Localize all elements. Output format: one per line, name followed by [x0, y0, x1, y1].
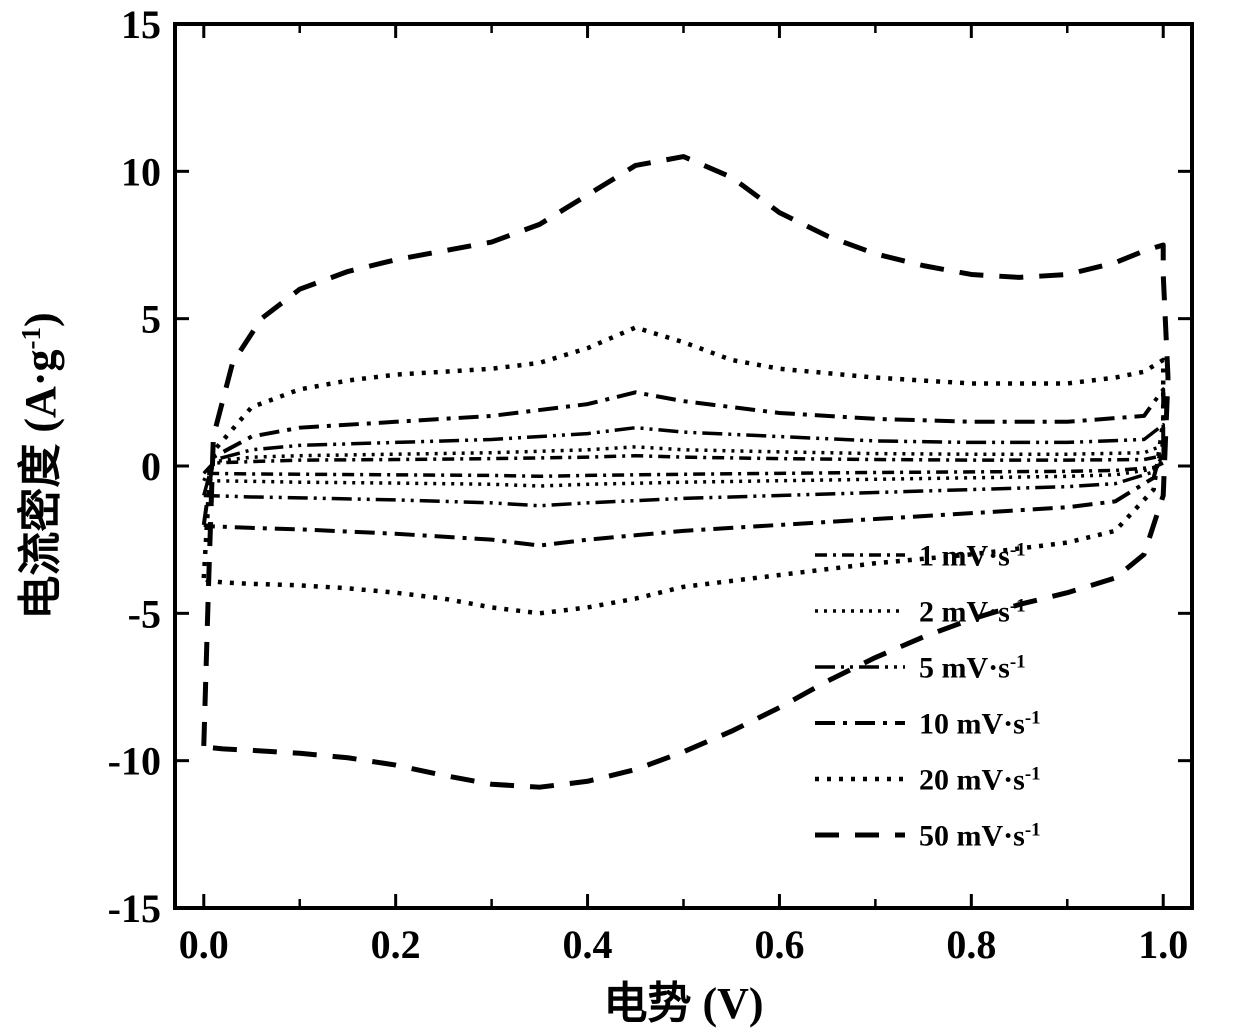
- series-group: [204, 157, 1168, 788]
- y-tick-label: 0: [141, 444, 161, 489]
- cv-chart: 0.0 0.2 0.4 0.6 0.8 1.0 -15 -10 -5 0 5 10 15 电势 (V) 电流…: [0, 0, 1240, 1036]
- legend-label: 5 mV·s-1: [919, 651, 1026, 685]
- y-tick-label: 15: [121, 2, 161, 47]
- x-tick-label: 1.0: [1138, 922, 1188, 967]
- legend: 1 mV·s-1 2 mV·s-1 5 mV·s-1 10 mV·s-1 20 mV·s…: [815, 539, 1041, 853]
- x-tick-label: 0.6: [754, 922, 804, 967]
- x-tick-label: 0.2: [371, 922, 421, 967]
- chart-svg: 0.0 0.2 0.4 0.6 0.8 1.0 -15 -10 -5 0 5 10 15 电势 (V) 电流…: [0, 0, 1240, 1036]
- legend-label: 2 mV·s-1: [919, 595, 1026, 629]
- y-tick-label: -15: [108, 886, 161, 931]
- x-tick-label: 0.8: [946, 922, 996, 967]
- x-axis-label: 电势 (V): [603, 979, 763, 1028]
- series-cv_5mV: [204, 425, 1163, 506]
- legend-label: 1 mV·s-1: [919, 539, 1026, 573]
- series-cv_2mV: [204, 445, 1163, 486]
- y-tick-label: -5: [128, 591, 161, 636]
- x-tick-label: 0.4: [563, 922, 613, 967]
- legend-label: 50 mV·s-1: [919, 819, 1041, 853]
- legend-label: 10 mV·s-1: [919, 707, 1041, 741]
- y-axis-ticks: -15 -10 -5 0 5 10 15: [108, 2, 1192, 931]
- y-tick-label: 5: [141, 297, 161, 342]
- x-tick-label: 0.0: [179, 922, 229, 967]
- series-cv_10mV: [204, 389, 1163, 545]
- y-tick-label: -10: [108, 739, 161, 784]
- legend-label: 20 mV·s-1: [919, 763, 1041, 797]
- y-tick-label: 10: [121, 149, 161, 194]
- series-cv_1mV: [204, 456, 1163, 477]
- y-axis-label: 电流密度 (A·g-1): [16, 312, 65, 619]
